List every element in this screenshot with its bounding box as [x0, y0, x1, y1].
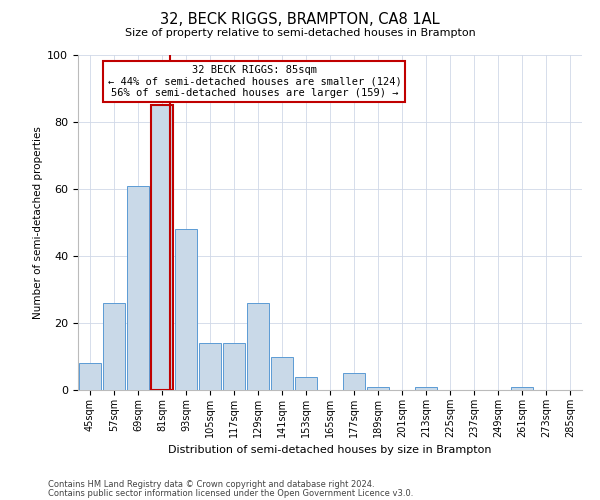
Bar [247, 303, 269, 390]
Bar [415, 386, 437, 390]
Text: Contains public sector information licensed under the Open Government Licence v3: Contains public sector information licen… [48, 489, 413, 498]
Bar [271, 356, 293, 390]
Bar [151, 106, 173, 390]
Bar [223, 343, 245, 390]
Bar [151, 106, 173, 390]
Bar [79, 363, 101, 390]
Bar [175, 229, 197, 390]
Bar [295, 376, 317, 390]
Bar [199, 343, 221, 390]
X-axis label: Distribution of semi-detached houses by size in Brampton: Distribution of semi-detached houses by … [168, 446, 492, 456]
Bar [343, 373, 365, 390]
Bar [367, 386, 389, 390]
Text: Contains HM Land Registry data © Crown copyright and database right 2024.: Contains HM Land Registry data © Crown c… [48, 480, 374, 489]
Y-axis label: Number of semi-detached properties: Number of semi-detached properties [33, 126, 43, 319]
Bar [511, 386, 533, 390]
Bar [103, 303, 125, 390]
Bar [127, 186, 149, 390]
Text: 32 BECK RIGGS: 85sqm
← 44% of semi-detached houses are smaller (124)
56% of semi: 32 BECK RIGGS: 85sqm ← 44% of semi-detac… [107, 65, 401, 98]
Text: 32, BECK RIGGS, BRAMPTON, CA8 1AL: 32, BECK RIGGS, BRAMPTON, CA8 1AL [160, 12, 440, 28]
Text: Size of property relative to semi-detached houses in Brampton: Size of property relative to semi-detach… [125, 28, 475, 38]
